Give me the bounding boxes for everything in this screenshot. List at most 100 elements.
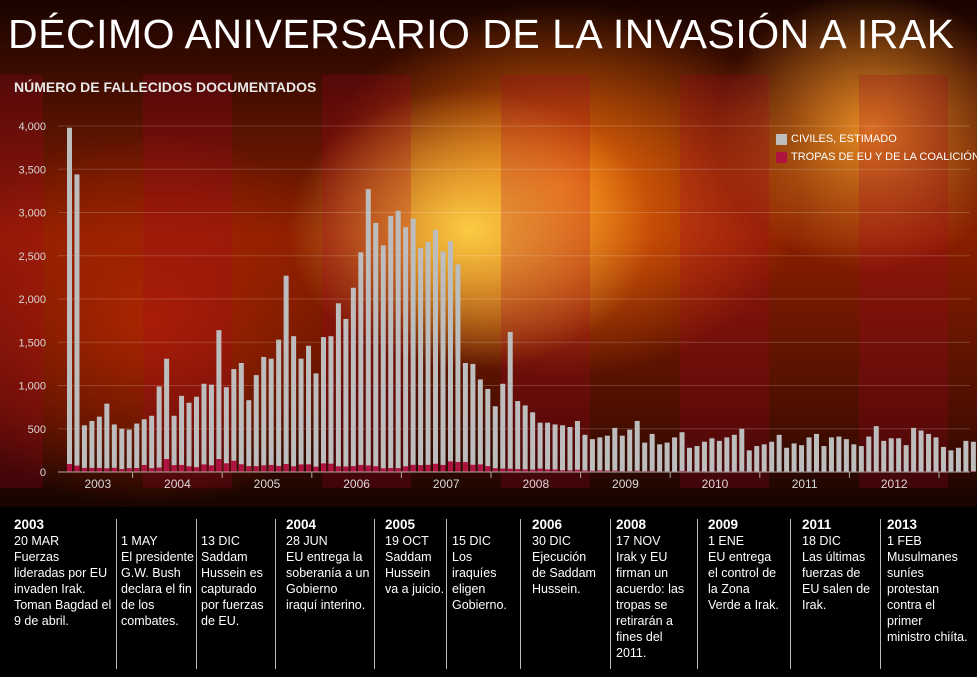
bar-civilians xyxy=(149,415,155,472)
bar-troops xyxy=(567,470,573,472)
event-year: 2006 xyxy=(532,517,563,532)
bar-civilians xyxy=(739,428,745,472)
bar-civilians xyxy=(926,433,932,472)
bar-civilians xyxy=(268,358,274,472)
bar-troops xyxy=(268,464,274,472)
bar-troops xyxy=(179,464,185,472)
bar-civilians xyxy=(940,446,946,472)
bar-civilians xyxy=(306,345,312,472)
bar-civilians xyxy=(455,264,461,472)
bar-civilians xyxy=(515,401,521,472)
event-date: 20 MAR xyxy=(14,534,60,548)
bar-troops xyxy=(507,468,513,472)
bar-civilians xyxy=(350,287,356,472)
bar-troops xyxy=(560,470,566,472)
bar-civilians xyxy=(754,446,760,472)
timeline-event: 2006 30 DIC Ejecución de Saddam Hussein. xyxy=(532,517,602,597)
bar-civilians xyxy=(261,356,267,472)
bar-civilians xyxy=(470,363,476,473)
year-band-2010 xyxy=(680,75,769,488)
event-text: Las últimas fuerzas de EU salen de Irak. xyxy=(802,550,871,612)
bar-troops xyxy=(410,464,416,472)
bar-civilians xyxy=(418,247,424,472)
bar-troops xyxy=(238,464,244,472)
event-text: Ejecución de Saddam Hussein. xyxy=(532,550,596,596)
bar-civilians xyxy=(687,447,693,472)
bar-troops xyxy=(597,470,603,472)
bar-civilians xyxy=(776,434,782,472)
timeline-event: 2011 18 DIC Las últimas fuerzas de EU sa… xyxy=(802,517,872,613)
bar-civilians xyxy=(642,442,648,472)
bar-troops xyxy=(485,466,491,472)
y-tick-label: 500 xyxy=(28,424,46,436)
bar-civilians xyxy=(313,373,319,472)
event-year: 2005 xyxy=(385,517,416,532)
bar-troops xyxy=(634,470,640,472)
bar-troops xyxy=(582,470,588,472)
bar-troops xyxy=(313,466,319,472)
bar-troops xyxy=(522,469,528,472)
bar-civilians xyxy=(111,424,117,472)
event-text: Irak y EU firman un acuerdo: las tropas … xyxy=(616,550,685,660)
bar-troops xyxy=(455,461,461,472)
bar-civilians xyxy=(799,445,805,472)
x-year-label: 2003 xyxy=(84,477,111,491)
bar-civilians xyxy=(201,383,207,472)
bar-civilians xyxy=(485,388,491,472)
bar-troops xyxy=(141,464,147,472)
bar-civilians xyxy=(119,428,125,472)
timeline-divider xyxy=(196,519,197,669)
bar-civilians xyxy=(216,330,222,472)
bar-civilians xyxy=(851,444,857,472)
timeline-divider xyxy=(275,519,276,669)
bar-civilians xyxy=(634,420,640,472)
bar-civilians xyxy=(74,174,80,472)
bar-troops xyxy=(492,468,498,472)
x-year-label: 2010 xyxy=(702,477,729,491)
bar-troops xyxy=(395,468,401,472)
bar-civilians xyxy=(791,443,797,472)
event-year: 2013 xyxy=(887,517,918,532)
bar-civilians xyxy=(597,437,603,472)
year-band-2003 xyxy=(0,75,43,488)
bar-civilians xyxy=(933,437,939,472)
bar-civilians xyxy=(619,435,625,472)
bar-civilians xyxy=(746,450,752,473)
bar-civilians xyxy=(724,437,730,472)
x-year-label: 2012 xyxy=(881,477,908,491)
chart-subtitle: NÚMERO DE FALLECIDOS DOCUMENTADOS xyxy=(14,79,317,95)
event-text: Saddam Hussein es capturado por fuerzas … xyxy=(201,550,264,628)
bar-civilians xyxy=(694,446,700,472)
y-tick-label: 4,000 xyxy=(18,121,46,133)
bar-civilians xyxy=(701,441,707,472)
timeline-divider xyxy=(790,519,791,669)
bar-civilians xyxy=(716,440,722,472)
event-date: 30 DIC xyxy=(532,534,571,548)
bar-civilians xyxy=(866,436,872,472)
bar-civilians xyxy=(679,432,685,472)
event-year: 2011 xyxy=(802,517,832,532)
bar-troops xyxy=(74,465,80,472)
bar-civilians xyxy=(365,189,371,472)
event-date: 1 MAY xyxy=(121,534,158,548)
bar-troops xyxy=(261,465,267,472)
bar-civilians xyxy=(276,339,282,472)
bar-troops xyxy=(433,463,439,472)
bar-civilians xyxy=(828,437,834,472)
bar-civilians xyxy=(963,440,969,472)
bar-civilians xyxy=(231,369,237,472)
bar-civilians xyxy=(709,438,715,472)
timeline: 2003 20 MAR Fuerzas lideradas por EU inv… xyxy=(0,507,977,677)
bar-troops xyxy=(186,466,192,472)
bar-troops xyxy=(171,465,177,472)
timeline-divider xyxy=(697,519,698,669)
bar-civilians xyxy=(425,241,431,472)
bar-civilians xyxy=(582,434,588,472)
bar-civilians xyxy=(320,337,326,472)
bar-troops xyxy=(545,469,551,472)
x-year-label: 2008 xyxy=(522,477,549,491)
legend-label-civilians: CIVILES, ESTIMADO xyxy=(791,133,897,145)
bar-troops xyxy=(283,464,289,472)
x-year-label: 2004 xyxy=(164,477,191,491)
event-year: 2004 xyxy=(286,517,317,532)
